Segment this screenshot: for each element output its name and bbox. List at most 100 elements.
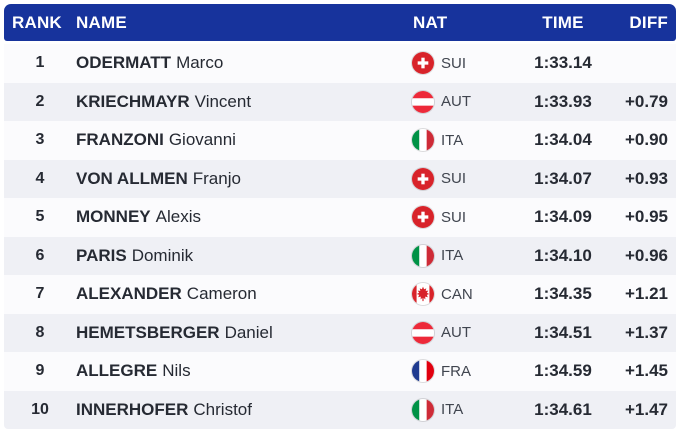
diff-value: +0.96 <box>624 245 668 265</box>
athlete-given-name: Vincent <box>194 91 252 111</box>
flag-sui-icon <box>412 206 434 229</box>
nationality-cell: AUT <box>412 90 516 113</box>
table-body: 1 ODERMATT Marco SUI 1:33.14 2 KRIECHMAYR… <box>4 44 676 429</box>
diff-value: +0.79 <box>624 91 668 111</box>
nationality-cell: SUI <box>412 206 516 229</box>
rank-value: 2 <box>35 92 45 110</box>
rank-value: 10 <box>31 400 49 418</box>
athlete-surname: INNERHOFER <box>76 399 189 419</box>
athlete-given-name: Daniel <box>224 322 273 342</box>
header-nat: NAT <box>413 12 448 32</box>
time-value: 1:34.07 <box>534 168 592 188</box>
time-value: 1:34.35 <box>534 284 592 304</box>
athlete-given-name: Alexis <box>155 207 201 227</box>
nationality-cell: ITA <box>412 244 516 267</box>
time-value: 1:34.04 <box>534 130 592 150</box>
flag-can-icon <box>412 283 434 306</box>
athlete-name: VON ALLMEN Franjo <box>76 169 412 189</box>
header-name: NAME <box>76 12 127 32</box>
flag-ita-icon <box>412 398 434 421</box>
athlete-surname: FRANZONI <box>76 130 164 150</box>
diff-value: +1.47 <box>624 399 668 419</box>
rank-value: 5 <box>35 208 45 226</box>
diff-value: +0.93 <box>624 168 668 188</box>
table-row: 2 KRIECHMAYR Vincent AUT 1:33.93 +0.79 <box>4 82 676 121</box>
athlete-name: PARIS Dominik <box>76 246 412 266</box>
nationality-cell: ITA <box>412 129 516 152</box>
nat-code: CAN <box>441 285 473 303</box>
header-time: TIME <box>542 12 584 32</box>
athlete-given-name: Nils <box>162 361 191 381</box>
rank-value: 4 <box>35 169 45 187</box>
nat-code: SUI <box>441 208 467 226</box>
athlete-name: ALLEGRE Nils <box>76 361 412 381</box>
athlete-given-name: Franjo <box>192 168 241 188</box>
table-row: 10 INNERHOFER Christof ITA 1:34.61 +1.47 <box>4 390 676 429</box>
athlete-name: HEMETSBERGER Daniel <box>76 323 412 343</box>
table-row: 5 MONNEY Alexis SUI 1:34.09 +0.95 <box>4 198 676 237</box>
flag-sui-icon <box>412 167 434 190</box>
time-value: 1:34.59 <box>534 361 592 381</box>
athlete-surname: PARIS <box>76 245 127 265</box>
athlete-given-name: Dominik <box>131 245 194 265</box>
rank-value: 1 <box>35 54 45 72</box>
rank-value: 8 <box>35 323 45 341</box>
diff-value: +0.95 <box>624 207 668 227</box>
time-value: 1:34.61 <box>534 399 592 419</box>
athlete-name: MONNEY Alexis <box>76 207 412 227</box>
table-row: 1 ODERMATT Marco SUI 1:33.14 <box>4 44 676 83</box>
time-value: 1:34.09 <box>534 207 592 227</box>
athlete-given-name: Marco <box>176 53 224 73</box>
flag-aut-icon <box>412 321 434 344</box>
athlete-name: ALEXANDER Cameron <box>76 284 412 304</box>
diff-value: +1.21 <box>624 284 668 304</box>
nat-code: ITA <box>441 131 464 149</box>
flag-sui-icon <box>412 52 434 75</box>
header-diff: DIFF <box>629 12 668 32</box>
table-header: RANK NAME NAT TIME DIFF <box>4 4 676 41</box>
athlete-name: FRANZONI Giovanni <box>76 130 412 150</box>
nat-code: SUI <box>441 54 467 72</box>
athlete-given-name: Christof <box>193 399 252 419</box>
flag-ita-icon <box>412 244 434 267</box>
table-row: 9 ALLEGRE Nils FRA 1:34.59 +1.45 <box>4 352 676 391</box>
athlete-surname: ALLEGRE <box>76 361 158 381</box>
nat-code: FRA <box>441 362 471 380</box>
table-row: 4 VON ALLMEN Franjo SUI 1:34.07 +0.93 <box>4 159 676 198</box>
nat-code: AUT <box>441 93 471 111</box>
time-value: 1:34.51 <box>534 322 592 342</box>
athlete-name: INNERHOFER Christof <box>76 400 412 420</box>
nat-code: ITA <box>441 401 464 419</box>
flag-ita-icon <box>412 129 434 152</box>
diff-value: +0.90 <box>624 130 668 150</box>
flag-aut-icon <box>412 90 434 113</box>
nationality-cell: FRA <box>412 360 516 383</box>
athlete-surname: KRIECHMAYR <box>76 91 190 111</box>
nationality-cell: AUT <box>412 321 516 344</box>
nationality-cell: CAN <box>412 283 516 306</box>
rank-value: 3 <box>35 131 45 149</box>
results-card: RANK NAME NAT TIME DIFF 1 ODERMATT Marco … <box>4 4 676 429</box>
athlete-surname: HEMETSBERGER <box>76 322 220 342</box>
rank-value: 6 <box>35 246 45 264</box>
nat-code: AUT <box>441 324 471 342</box>
athlete-name: KRIECHMAYR Vincent <box>76 92 412 112</box>
rank-value: 7 <box>35 285 45 303</box>
table-row: 7 ALEXANDER Cameron CAN 1:34.35 +1.21 <box>4 275 676 314</box>
time-value: 1:33.93 <box>534 91 592 111</box>
nat-code: ITA <box>441 247 464 265</box>
athlete-surname: VON ALLMEN <box>76 168 188 188</box>
athlete-surname: MONNEY <box>76 207 151 227</box>
diff-value: +1.45 <box>624 361 668 381</box>
athlete-surname: ALEXANDER <box>76 284 182 304</box>
nationality-cell: SUI <box>412 52 516 75</box>
athlete-given-name: Cameron <box>186 284 257 304</box>
time-value: 1:34.10 <box>534 245 592 265</box>
table-row: 3 FRANZONI Giovanni ITA 1:34.04 +0.90 <box>4 121 676 160</box>
header-rank: RANK <box>12 12 62 32</box>
nationality-cell: SUI <box>412 167 516 190</box>
flag-fra-icon <box>412 360 434 383</box>
table-row: 6 PARIS Dominik ITA 1:34.10 +0.96 <box>4 236 676 275</box>
athlete-surname: ODERMATT <box>76 53 172 73</box>
nationality-cell: ITA <box>412 398 516 421</box>
